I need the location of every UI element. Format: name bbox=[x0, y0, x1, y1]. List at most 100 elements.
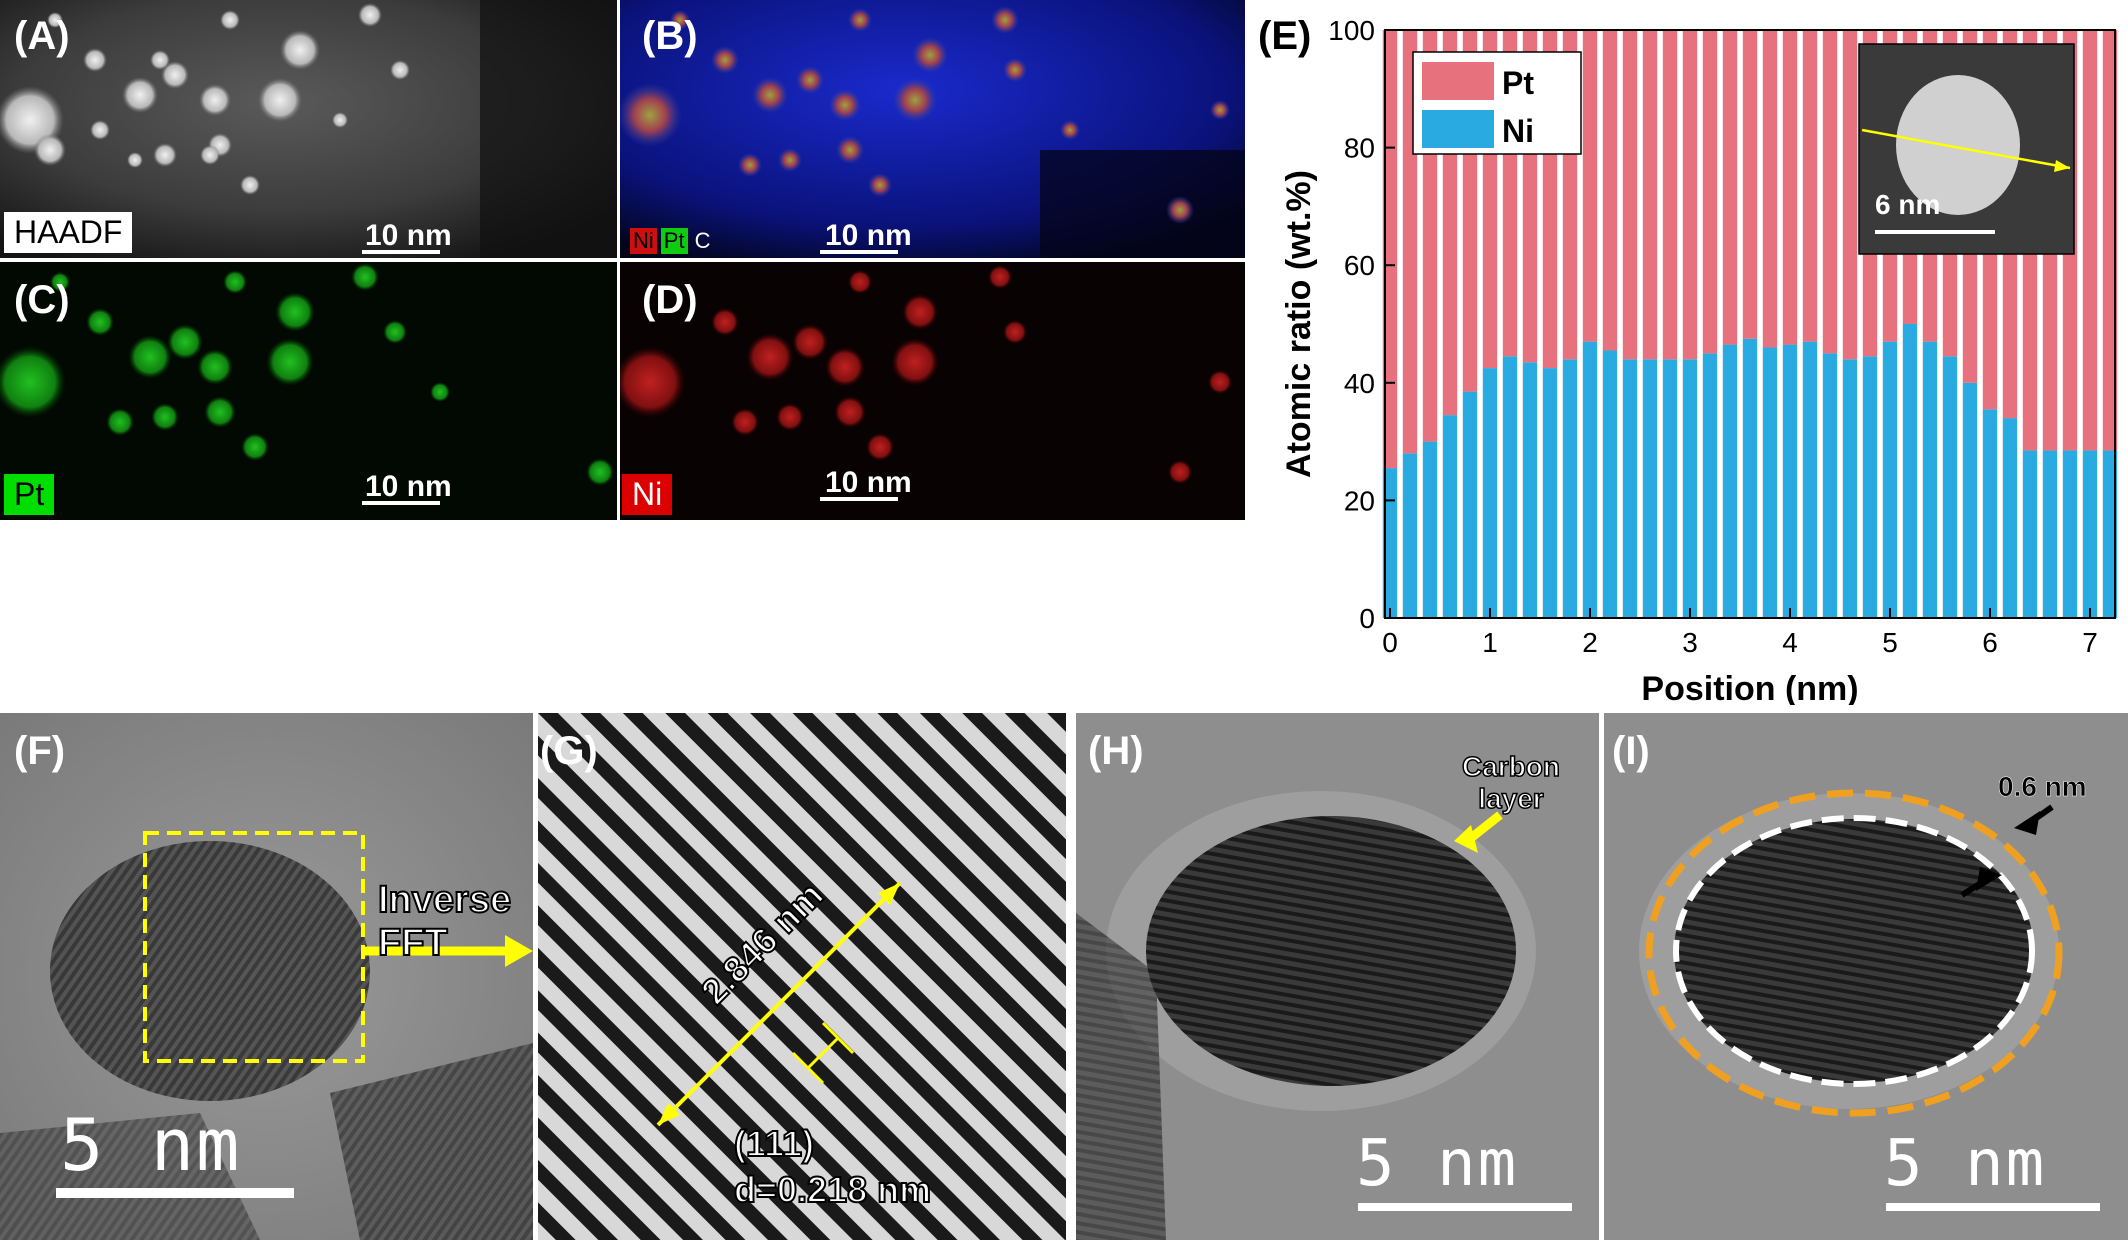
legend-label-ni: Ni bbox=[1502, 113, 1534, 149]
panel-c-scale-text: 10 nm bbox=[365, 470, 452, 503]
bar-ni bbox=[1562, 359, 1578, 618]
bar-ni bbox=[1522, 362, 1538, 618]
panel-i-hrtem: (I) 0.6 nm 5 nm bbox=[1604, 713, 2128, 1240]
panel-d-label: (D) bbox=[642, 278, 698, 322]
bar-ni bbox=[1542, 368, 1558, 618]
panel-b-scale-text: 10 nm bbox=[825, 219, 912, 252]
panel-f-scale-text: 5 nm bbox=[60, 1103, 242, 1187]
bar-pt bbox=[2102, 30, 2118, 451]
panel-g-inverse-fft: (G) 2.846 nm (111) d=0.218 nm bbox=[538, 713, 1066, 1240]
bar-pt bbox=[1622, 30, 1638, 360]
bar-ni bbox=[1482, 368, 1498, 618]
eds-overlay-image bbox=[620, 0, 1245, 258]
outer-shell-outline bbox=[1645, 789, 2063, 1117]
panel-d-ni-map: (D) Ni 10 nm bbox=[620, 262, 1245, 520]
bar-ni bbox=[1842, 359, 1858, 618]
ni-map-image bbox=[620, 262, 1245, 520]
hrtem-image-h bbox=[1076, 713, 1599, 1240]
bar-ni bbox=[1942, 356, 1958, 618]
y-tick-label: 40 bbox=[1344, 368, 1375, 399]
inner-core-outline bbox=[1673, 815, 2035, 1087]
inset-particle bbox=[1896, 75, 2020, 215]
panel-b-scale-bar bbox=[820, 250, 898, 254]
x-tick-label: 3 bbox=[1682, 627, 1698, 658]
legend-ni: Ni bbox=[630, 228, 657, 254]
bar-ni bbox=[1922, 341, 1938, 618]
bar-ni bbox=[1582, 341, 1598, 618]
bar-pt bbox=[1662, 30, 1678, 360]
bar-ni bbox=[1962, 382, 1978, 618]
bar-ni bbox=[2062, 450, 2078, 618]
pt-map-image bbox=[0, 262, 617, 520]
bar-ni bbox=[1422, 441, 1438, 618]
panel-f-scale-bar bbox=[56, 1188, 294, 1198]
fringe-image bbox=[538, 713, 1066, 1240]
panel-a-scale-bar bbox=[362, 250, 440, 254]
inset-linescan bbox=[1861, 128, 2071, 170]
eds-legend: Ni Pt C bbox=[630, 228, 713, 254]
panel-f-label: (F) bbox=[14, 729, 66, 773]
x-axis-label: Position (nm) bbox=[1641, 670, 1858, 705]
bar-ni bbox=[1742, 338, 1758, 618]
carbon-label-line2: layer bbox=[1478, 782, 1545, 815]
carbon-label-line1: Carbon bbox=[1461, 750, 1561, 783]
bar-pt bbox=[1702, 30, 1718, 354]
panel-a-scale-text: 10 nm bbox=[365, 219, 452, 252]
bar-ni bbox=[1402, 453, 1418, 618]
hrtem-image-i bbox=[1604, 713, 2128, 1240]
bar-ni bbox=[1642, 359, 1658, 618]
bar-pt bbox=[1842, 30, 1858, 360]
x-tick-label: 4 bbox=[1782, 627, 1798, 658]
bar-ni bbox=[1762, 347, 1778, 618]
bar-ni bbox=[2002, 418, 2018, 618]
panel-e-composition-chart: (E) 0 20 40 60 80 100 0 1 2 3 4 5 6 7 Position (nm) Ato… bbox=[1250, 0, 2128, 708]
bar-ni bbox=[1822, 353, 1838, 618]
d-spacing-label: d=0.218 nm bbox=[733, 1168, 932, 1211]
x-tick-label: 6 bbox=[1982, 627, 1998, 658]
panel-i-scale-text: 5 nm bbox=[1884, 1127, 2047, 1201]
legend-label-pt: Pt bbox=[1502, 65, 1534, 101]
bar-pt bbox=[1762, 30, 1778, 348]
inverse-fft-label: Inverse FFT bbox=[377, 878, 512, 965]
bar-pt bbox=[1602, 30, 1618, 351]
legend-pt: Pt bbox=[660, 228, 688, 254]
x-tick-label: 2 bbox=[1582, 627, 1598, 658]
y-tick-label: 100 bbox=[1328, 15, 1375, 46]
bar-ni bbox=[1902, 324, 1918, 618]
x-tick-label: 5 bbox=[1882, 627, 1898, 658]
plot-frame bbox=[1384, 29, 2116, 619]
bar-ni bbox=[1682, 359, 1698, 618]
bar-ni bbox=[2022, 450, 2038, 618]
bar-ni bbox=[1782, 344, 1798, 618]
bar-pt bbox=[1582, 30, 1598, 342]
plane-label: (111) bbox=[733, 1122, 815, 1165]
pt-tag: Pt bbox=[4, 474, 55, 515]
bar-ni bbox=[1722, 344, 1738, 618]
panel-a-label: (A) bbox=[14, 14, 70, 58]
panel-h-scale-bar bbox=[1358, 1203, 1572, 1211]
panel-d-scale-text: 10 nm bbox=[825, 466, 912, 499]
thickness-label: 0.6 nm bbox=[1998, 771, 2087, 803]
bar-ni bbox=[1442, 415, 1458, 618]
bar-ni bbox=[2042, 450, 2058, 618]
inset-scale-text: 6 nm bbox=[1875, 189, 1940, 220]
legend-c: C bbox=[694, 228, 711, 253]
bar-ni bbox=[1702, 353, 1718, 618]
bar-pt bbox=[2082, 30, 2098, 451]
stacked-bar-chart: 0 20 40 60 80 100 0 1 2 3 4 5 6 7 Position (nm) Atomic … bbox=[1280, 15, 2118, 708]
panel-i-label: (I) bbox=[1612, 729, 1650, 773]
carbon-label: Carbon layer bbox=[1461, 750, 1561, 815]
panel-i-scale-bar bbox=[1886, 1203, 2100, 1211]
panel-e-label: (E) bbox=[1258, 14, 1312, 58]
bar-pt bbox=[1822, 30, 1838, 354]
legend-swatch-pt bbox=[1422, 62, 1494, 100]
fft-region-box bbox=[143, 831, 365, 1063]
bar-pt bbox=[1682, 30, 1698, 360]
bar-pt bbox=[1802, 30, 1818, 342]
bar-ni bbox=[1802, 341, 1818, 618]
panel-c-pt-map: (C) Pt 10 nm bbox=[0, 262, 617, 520]
haadf-tag-box: HAADF bbox=[4, 212, 133, 253]
panel-g-label: (G) bbox=[540, 729, 598, 773]
y-tick-label: 80 bbox=[1344, 133, 1375, 164]
x-tick-label: 0 bbox=[1382, 627, 1398, 658]
